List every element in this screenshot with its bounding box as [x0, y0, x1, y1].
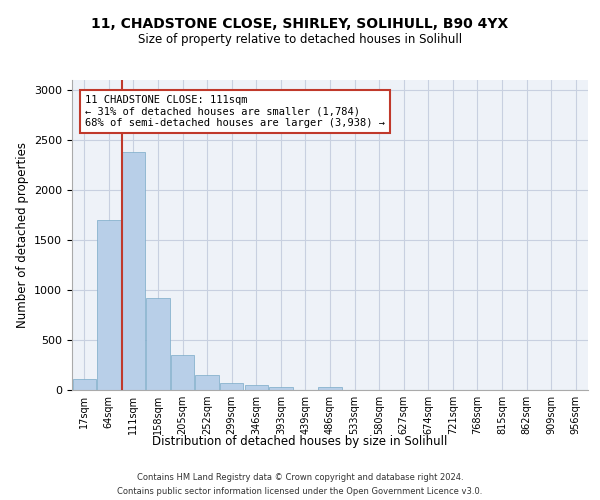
Bar	[171, 354, 194, 390]
Text: Distribution of detached houses by size in Solihull: Distribution of detached houses by size …	[152, 435, 448, 448]
Text: Contains public sector information licensed under the Open Government Licence v3: Contains public sector information licen…	[118, 488, 482, 496]
Bar	[97, 220, 121, 390]
Bar	[73, 379, 96, 390]
Bar	[196, 375, 219, 390]
Bar	[245, 384, 268, 390]
Y-axis label: Number of detached properties: Number of detached properties	[16, 142, 29, 328]
Text: Size of property relative to detached houses in Solihull: Size of property relative to detached ho…	[138, 32, 462, 46]
Bar	[269, 387, 293, 390]
Bar	[220, 382, 244, 390]
Text: 11, CHADSTONE CLOSE, SHIRLEY, SOLIHULL, B90 4YX: 11, CHADSTONE CLOSE, SHIRLEY, SOLIHULL, …	[91, 18, 509, 32]
Bar	[122, 152, 145, 390]
Bar	[146, 298, 170, 390]
Text: 11 CHADSTONE CLOSE: 111sqm
← 31% of detached houses are smaller (1,784)
68% of s: 11 CHADSTONE CLOSE: 111sqm ← 31% of deta…	[85, 95, 385, 128]
Text: Contains HM Land Registry data © Crown copyright and database right 2024.: Contains HM Land Registry data © Crown c…	[137, 472, 463, 482]
Bar	[319, 387, 341, 390]
